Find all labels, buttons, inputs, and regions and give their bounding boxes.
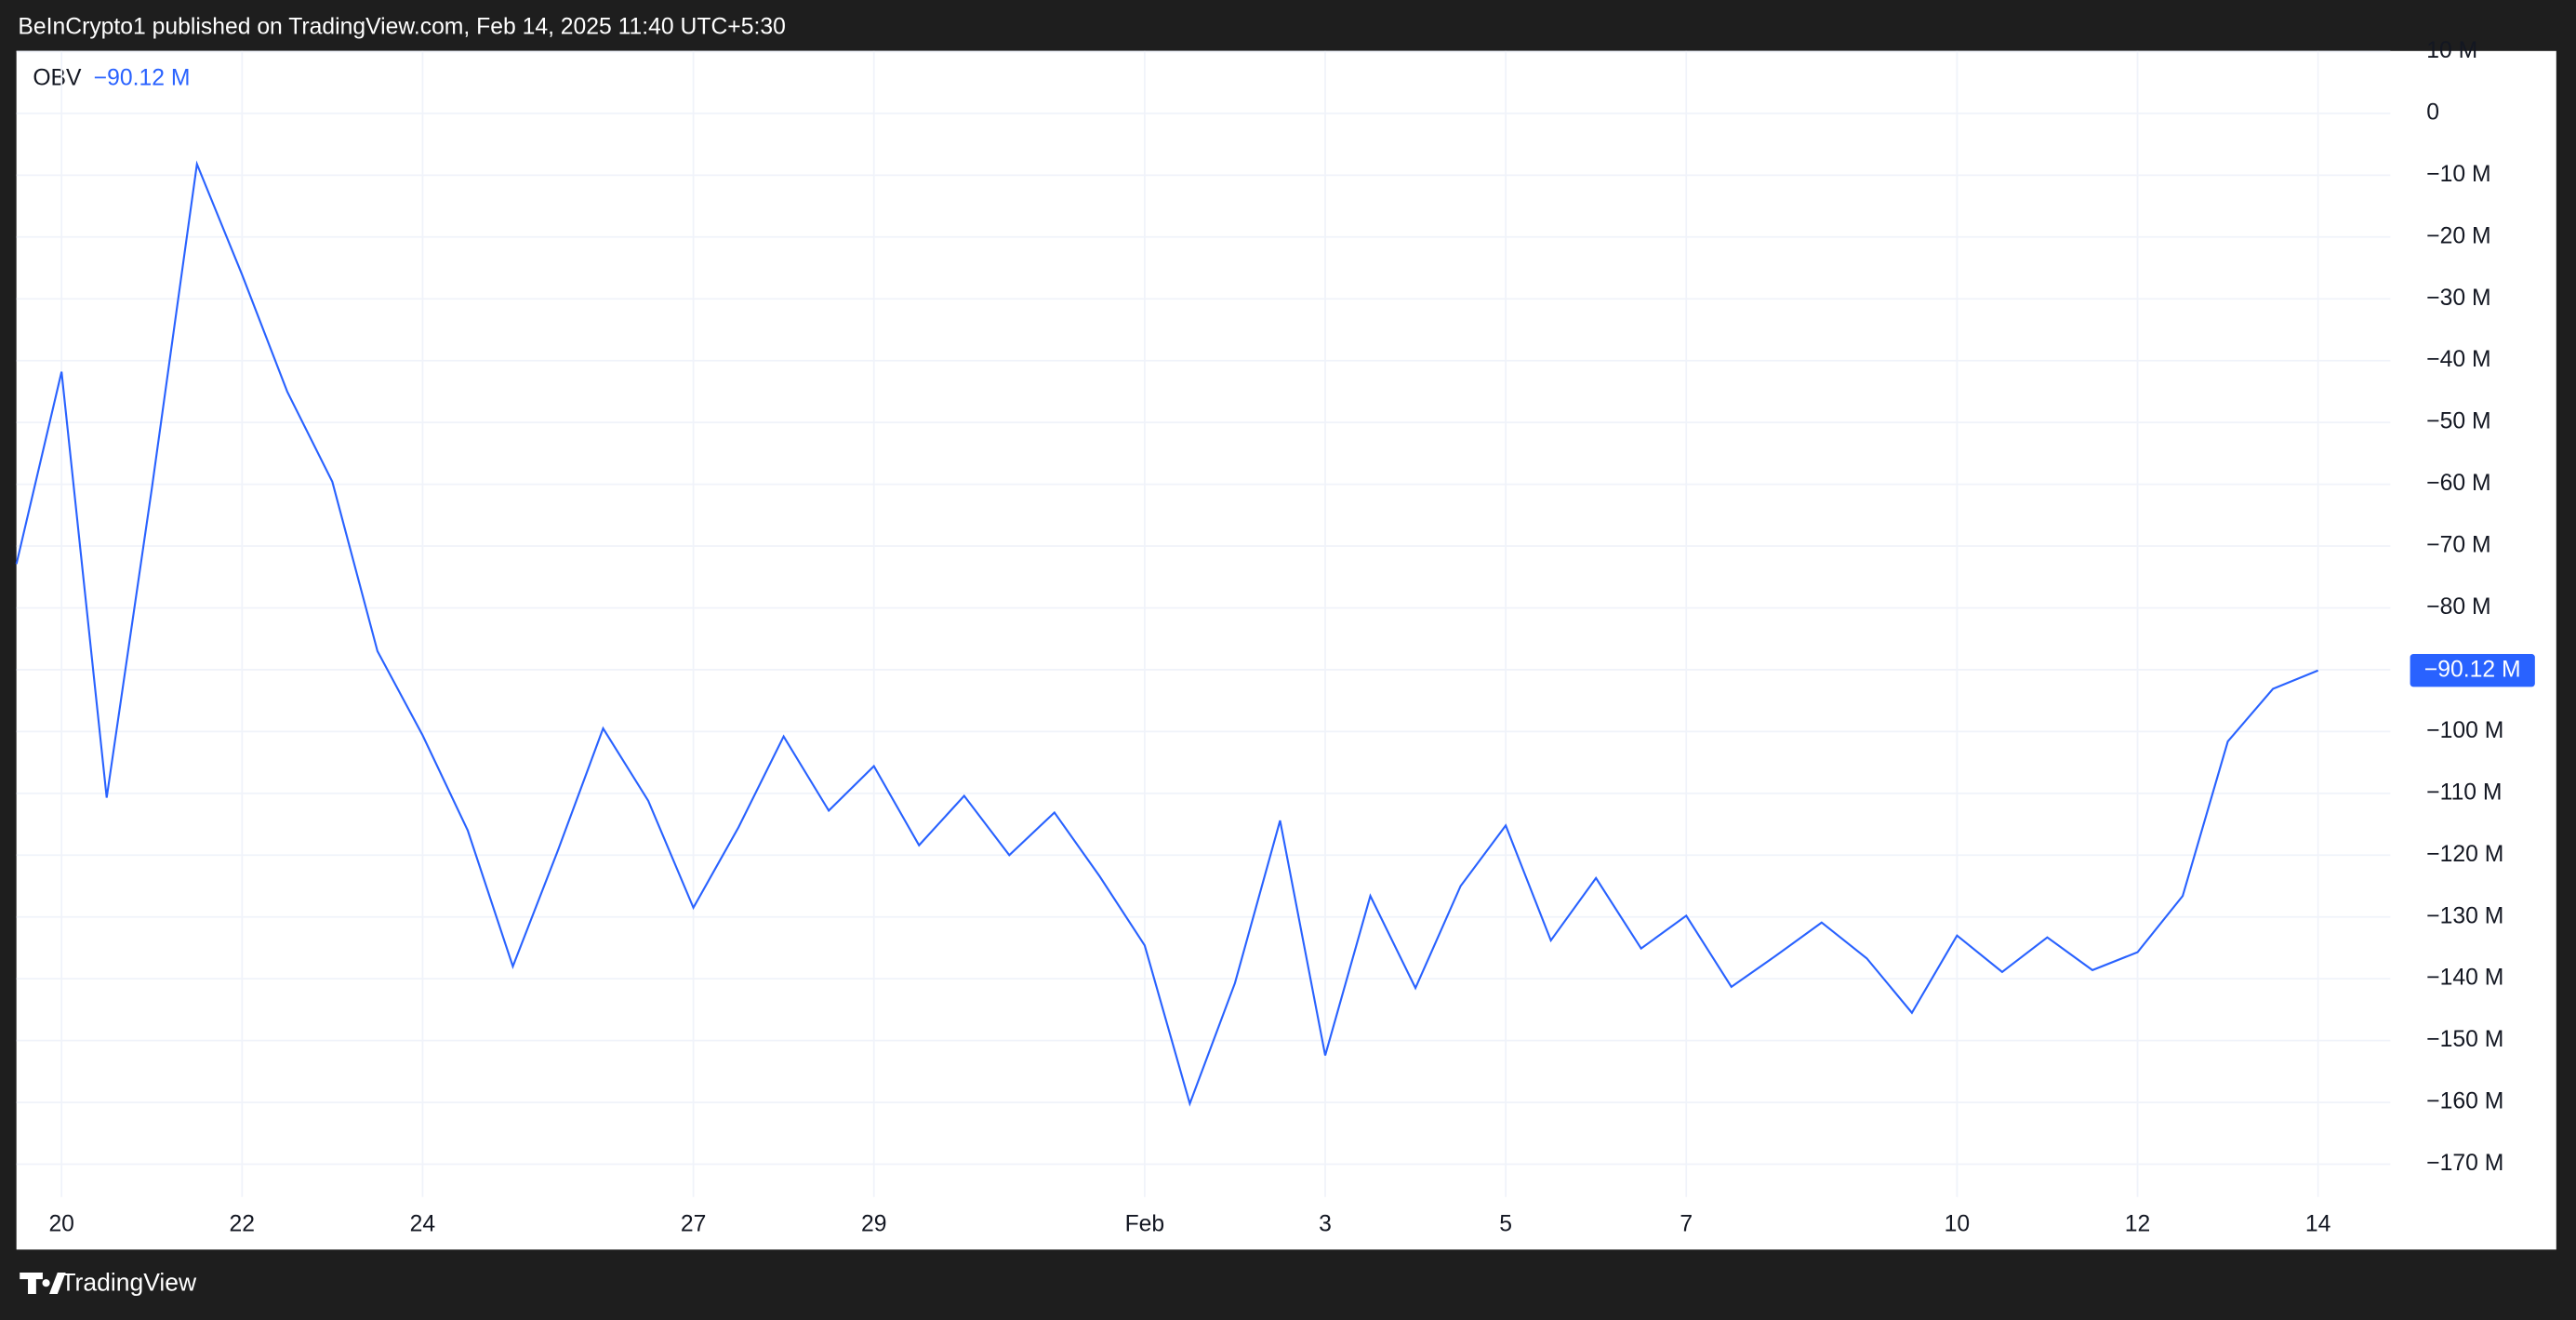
header-text: BeInCrypto1 published on TradingView.com…	[18, 15, 785, 40]
x-tick-label: 22	[230, 1211, 255, 1236]
x-tick-label: 14	[2305, 1211, 2331, 1236]
x-tick-label: 27	[681, 1211, 706, 1236]
last-value-badge	[2410, 654, 2535, 687]
chart-area	[16, 50, 2556, 1250]
grid	[16, 50, 2391, 1197]
y-tick-label: 0	[2426, 100, 2439, 125]
y-tick-label: −110 M	[2426, 780, 2502, 805]
x-tick-label: 29	[861, 1211, 886, 1236]
y-tick-label: −20 M	[2426, 223, 2490, 248]
y-tick-label: −160 M	[2426, 1089, 2503, 1114]
footer-brand: TradingView	[60, 1268, 197, 1296]
y-tick-label: −100 M	[2426, 718, 2503, 743]
x-tick-label: 12	[2125, 1211, 2150, 1236]
legend-value: −90.12 M	[94, 65, 191, 90]
y-tick-label: −120 M	[2426, 842, 2503, 867]
legend-title: OBV	[33, 65, 82, 90]
y-tick-label: −50 M	[2426, 409, 2490, 434]
y-tick-label: −70 M	[2426, 533, 2490, 558]
y-tick-label: −40 M	[2426, 347, 2490, 372]
x-tick-label: 24	[410, 1211, 436, 1236]
y-tick-label: 10 M	[2426, 38, 2477, 63]
x-tick-label: 3	[1319, 1211, 1332, 1236]
x-tick-label: Feb	[1125, 1211, 1165, 1236]
tv-logo	[20, 1273, 66, 1295]
last-value-label: −90.12 M	[2424, 657, 2521, 682]
y-tick-label: −150 M	[2426, 1027, 2503, 1052]
y-tick-label: −60 M	[2426, 471, 2490, 496]
x-tick-label: 20	[48, 1211, 73, 1236]
y-tick-label: −10 M	[2426, 162, 2490, 187]
logo-icon	[20, 1273, 66, 1295]
y-tick-label: −30 M	[2426, 286, 2490, 311]
y-tick-label: −170 M	[2426, 1151, 2503, 1176]
y-tick-label: −80 M	[2426, 594, 2490, 620]
x-tick-label: 7	[1680, 1211, 1693, 1236]
y-tick-label: −140 M	[2426, 966, 2503, 991]
y-tick-label: −130 M	[2426, 903, 2503, 928]
x-tick-label: 10	[1945, 1211, 1970, 1236]
data-line	[15, 160, 2319, 1107]
x-tick-label: 5	[1499, 1211, 1512, 1236]
